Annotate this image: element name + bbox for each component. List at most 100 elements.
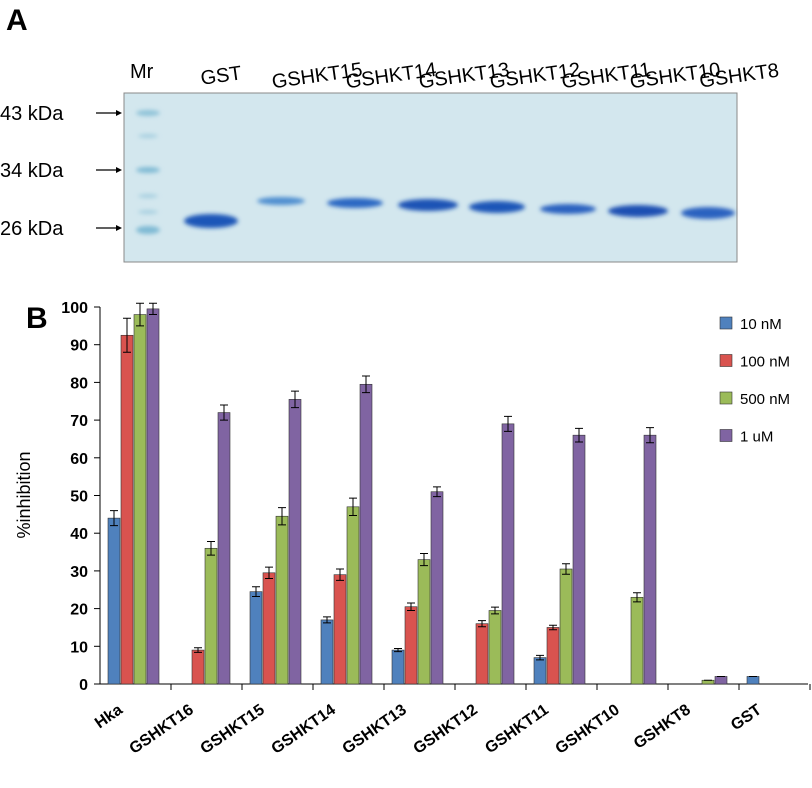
error-bar xyxy=(362,375,370,394)
error-bar xyxy=(194,647,202,653)
legend-label: 100 nM xyxy=(740,354,790,371)
bar xyxy=(559,568,573,685)
error-bar xyxy=(394,648,402,653)
bar xyxy=(249,591,263,685)
error-bar xyxy=(504,415,512,432)
error-bar xyxy=(478,620,486,628)
bar xyxy=(346,506,360,685)
bar xyxy=(701,679,715,685)
bar xyxy=(546,627,560,685)
x-tick-label: GST xyxy=(728,701,765,734)
bar xyxy=(714,676,728,685)
error-bar xyxy=(207,540,215,556)
y-tick-label: 50 xyxy=(70,489,88,506)
bar xyxy=(572,434,586,685)
error-bar xyxy=(123,317,131,353)
error-bar xyxy=(420,553,428,567)
legend-swatch xyxy=(719,354,733,367)
error-bar xyxy=(536,654,544,661)
bar xyxy=(475,623,489,685)
bar xyxy=(359,383,373,685)
legend-swatch xyxy=(719,316,733,330)
x-tick-label: GSHKT16 xyxy=(127,701,197,757)
error-bar xyxy=(549,624,557,631)
error-bar xyxy=(252,586,260,598)
bar xyxy=(320,619,334,685)
gel-background xyxy=(123,92,738,263)
y-tick-label: 20 xyxy=(70,602,88,619)
error-bar xyxy=(149,302,157,316)
bar xyxy=(107,517,121,685)
x-tick-label: Hka xyxy=(92,701,126,732)
y-tick-label: 90 xyxy=(70,338,88,355)
error-bar xyxy=(278,507,286,526)
bar xyxy=(643,434,657,685)
y-tick-label: 30 xyxy=(70,564,88,581)
marker-header: Mr xyxy=(130,61,154,83)
error-bar xyxy=(633,592,641,603)
bar xyxy=(488,610,502,685)
gel xyxy=(123,92,738,263)
legend-label: 500 nM xyxy=(740,391,790,408)
error-bar xyxy=(265,566,273,579)
legend-label: 10 nM xyxy=(740,316,782,333)
bar xyxy=(262,572,276,685)
error-bar xyxy=(646,427,654,444)
error-bar xyxy=(323,616,331,624)
error-bar xyxy=(349,497,357,516)
bar xyxy=(217,412,231,685)
y-tick-label: 80 xyxy=(70,375,88,392)
bar xyxy=(146,308,160,685)
marker-arrowhead xyxy=(116,225,122,231)
bar xyxy=(533,657,547,685)
bar xyxy=(630,596,644,685)
y-tick-label: 60 xyxy=(70,451,88,468)
bar xyxy=(120,334,134,685)
x-tick-label: GSHKT11 xyxy=(482,701,552,757)
bar xyxy=(133,314,147,685)
error-bar xyxy=(575,427,583,443)
marker-label: 34 kDa xyxy=(0,160,64,182)
error-bar xyxy=(110,510,118,527)
error-bar xyxy=(562,563,570,575)
error-bar xyxy=(433,486,441,498)
error-bar xyxy=(336,568,344,581)
y-axis-label: %inhibition xyxy=(14,451,34,538)
y-tick-label: 40 xyxy=(70,526,88,543)
x-tick-label: GSHKT12 xyxy=(411,701,481,757)
legend-label: 1 uM xyxy=(740,429,773,446)
bar xyxy=(404,606,418,685)
error-bar xyxy=(136,302,144,327)
bar xyxy=(275,515,289,685)
bar xyxy=(288,399,302,685)
error-bar xyxy=(220,404,228,421)
error-bar xyxy=(407,602,415,611)
marker-arrowhead xyxy=(116,110,122,116)
x-tick-label: GSHKT8 xyxy=(631,701,694,752)
lane-label: GST xyxy=(199,62,243,90)
error-bar xyxy=(291,390,299,409)
legend-swatch xyxy=(719,429,733,442)
y-tick-label: 100 xyxy=(61,300,88,317)
bar xyxy=(333,574,347,685)
bar xyxy=(191,649,205,685)
panel-label: A xyxy=(6,4,28,37)
y-tick-label: 10 xyxy=(70,639,88,656)
marker-label: 26 kDa xyxy=(0,218,64,240)
error-bar xyxy=(491,606,499,615)
y-tick-label: 70 xyxy=(70,413,88,430)
bar xyxy=(391,649,405,685)
bar xyxy=(746,676,760,685)
legend-swatch xyxy=(719,391,733,405)
bar xyxy=(501,423,515,685)
marker-arrowhead xyxy=(116,167,122,173)
panel-label: B xyxy=(26,302,48,335)
bar xyxy=(204,547,218,685)
gel-bands xyxy=(136,110,735,234)
x-tick-label: GSHKT10 xyxy=(553,701,623,757)
y-tick-label: 0 xyxy=(79,677,88,694)
bar xyxy=(430,491,444,685)
gel-labels: GST GSHKT15GSHKT14GSHKT13GSHKT12GSHKT11GS… xyxy=(0,59,780,240)
x-tick-label: GSHKT14 xyxy=(269,701,339,757)
